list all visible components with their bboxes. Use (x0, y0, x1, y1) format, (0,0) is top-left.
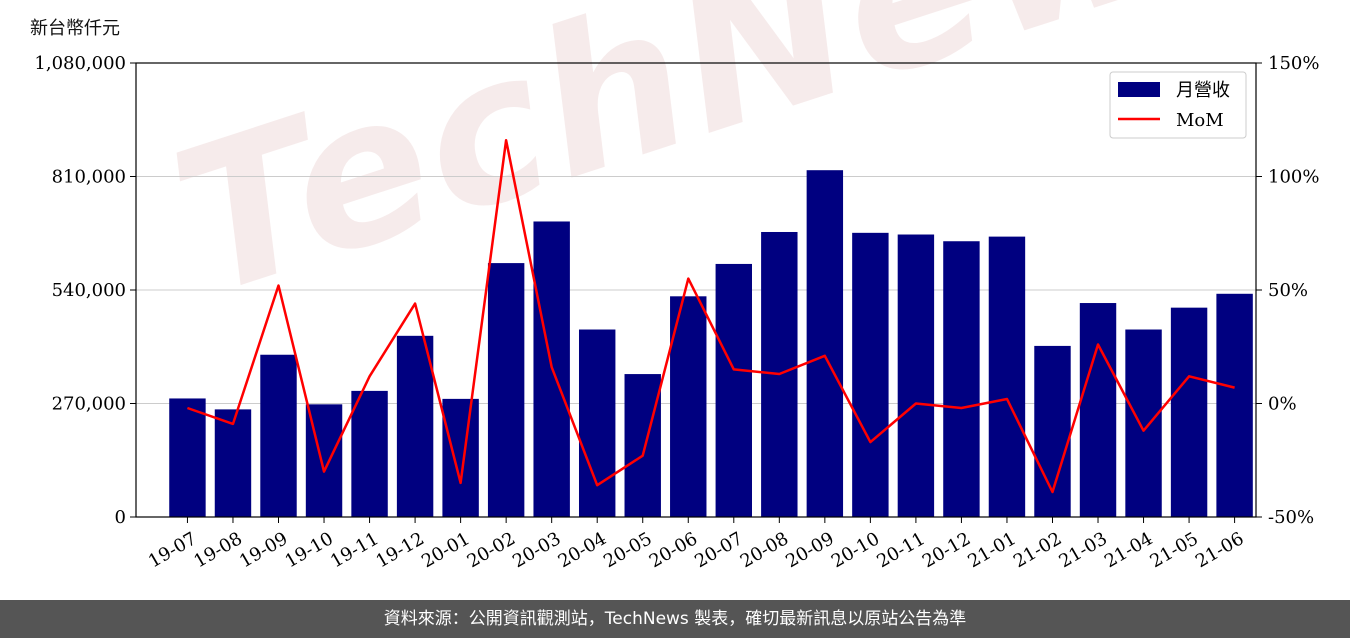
bar-revenue (487, 263, 525, 517)
x-tick-label: 20-07 (691, 528, 746, 572)
x-tick-label: 21-01 (964, 528, 1019, 572)
x-tick-label: 20-08 (737, 528, 792, 572)
x-tick-label: 20-02 (464, 528, 519, 572)
bar-revenue (578, 329, 616, 517)
x-tick-label: 21-06 (1192, 528, 1247, 572)
x-tick-label: 19-12 (373, 528, 428, 572)
x-tick-label: 21-02 (1010, 528, 1065, 572)
y-right-tick-label: 50% (1268, 280, 1308, 301)
legend-swatch-revenue (1118, 82, 1160, 97)
y-left-tick-label: 540,000 (52, 280, 126, 301)
bar-revenue (1079, 303, 1117, 517)
plot-frame (135, 62, 1257, 518)
bar-revenue (943, 241, 980, 517)
legend-label-mom: MoM (1176, 110, 1224, 131)
bar-revenue (214, 409, 252, 517)
x-tick-label: 19-10 (281, 528, 336, 572)
x-tick-label: 19-08 (190, 528, 245, 572)
bar-revenue (260, 354, 297, 517)
bar-revenue (1170, 307, 1208, 517)
y-right-tick-label: -50% (1268, 507, 1314, 528)
y-left-tick-label: 270,000 (52, 394, 126, 415)
bar-revenue (1125, 329, 1162, 517)
bar-revenue (351, 390, 388, 517)
y-axis-unit-label: 新台幣仟元 (30, 18, 120, 39)
bar-revenue (670, 296, 707, 517)
bar-revenue (988, 236, 1026, 517)
bar-revenue (624, 374, 661, 517)
bar-revenue (715, 263, 752, 517)
x-tick-label: 19-07 (145, 528, 200, 572)
x-tick-label: 20-04 (555, 528, 610, 572)
legend-label-revenue: 月營收 (1176, 80, 1230, 101)
x-tick-label: 20-05 (600, 528, 655, 572)
x-tick-label: 20-06 (646, 528, 701, 572)
bar-revenue (1216, 293, 1253, 517)
y-left-tick-label: 0 (115, 507, 126, 528)
source-footer: 資料來源：公開資訊觀測站，TechNews 製表，確切最新訊息以原站公告為準 (0, 600, 1350, 638)
x-tick-label: 20-03 (509, 528, 564, 572)
bar-revenue (806, 170, 844, 517)
y-left-tick-label: 1,080,000 (34, 53, 126, 74)
y-right-tick-label: 100% (1268, 167, 1319, 188)
bar-revenue (442, 398, 479, 517)
x-tick-label: 21-05 (1147, 528, 1202, 572)
x-tick-label: 20-01 (418, 528, 473, 572)
x-tick-label: 19-09 (236, 528, 291, 572)
x-tick-label: 20-09 (782, 528, 837, 572)
y-left-tick-label: 810,000 (52, 167, 126, 188)
revenue-chart: 0 270,000 540,000 810,000 1,080,000 -50% 0% 50%… (34, 53, 1319, 572)
x-tick-label: 20-11 (873, 528, 928, 572)
bar-revenue (852, 232, 889, 517)
series-line-mom (186, 138, 1235, 494)
x-tick-label: 21-04 (1101, 528, 1156, 572)
x-tick-label: 21-03 (1055, 528, 1110, 572)
y-right-tick-label: 150% (1268, 53, 1319, 74)
bar-revenue (396, 335, 434, 517)
x-tick-label: 19-11 (327, 528, 382, 572)
bar-revenue (897, 234, 935, 517)
bar-revenue (169, 398, 206, 517)
x-tick-label: 20-10 (828, 528, 883, 572)
x-tick-label: 20-12 (919, 528, 974, 572)
y-right-tick-label: 0% (1268, 394, 1297, 415)
